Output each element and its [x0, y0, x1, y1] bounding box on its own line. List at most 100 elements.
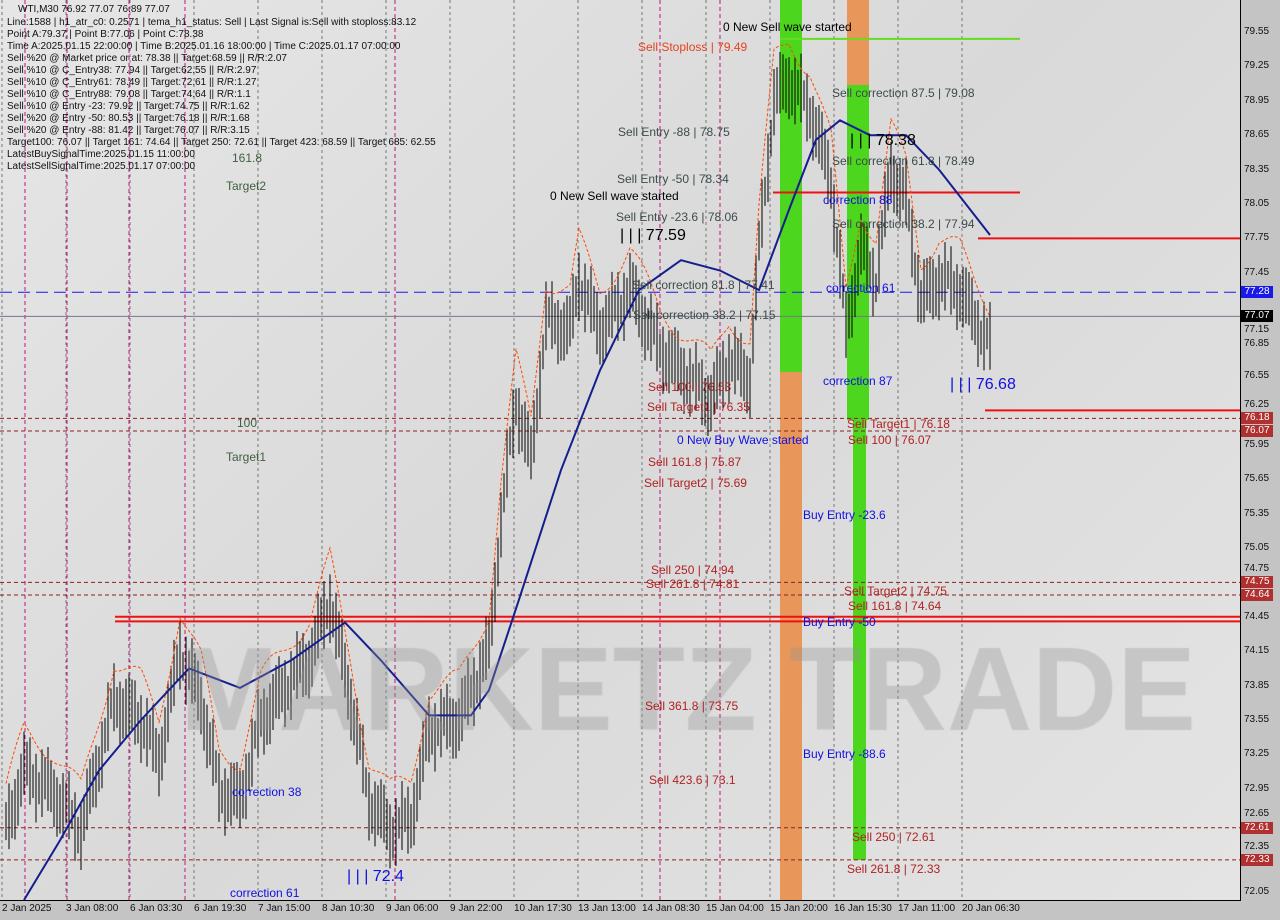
info-line: Sell %20 @ Entry -50: 80.53 || Target:76…: [7, 113, 250, 124]
time-tick-label: 7 Jan 15:00: [258, 903, 311, 914]
price-tick-label: 74.45: [1244, 610, 1270, 622]
chart-annotation: Sell Stoploss | 79.49: [638, 40, 748, 54]
time-tick-label: 20 Jan 06:30: [962, 903, 1020, 914]
chart-annotation: | | | 72.4: [347, 868, 404, 885]
info-line: Time A:2025.01.15 22:00:00 | Time B:2025…: [7, 41, 401, 52]
time-tick-label: 8 Jan 10:30: [322, 903, 375, 914]
chart-annotation: Sell 161.8 | 75.87: [648, 455, 742, 469]
chart-annotation: 100: [237, 416, 258, 430]
chart-annotation: correction 61: [230, 886, 300, 900]
price-badge: 72.33: [1241, 853, 1273, 866]
price-tick-label: 74.15: [1244, 645, 1270, 657]
time-tick-label: 2 Jan 2025: [2, 903, 52, 914]
time-tick-label: 6 Jan 03:30: [130, 903, 183, 914]
price-tick-label: 76.85: [1244, 337, 1270, 349]
chart-annotation: | | | 78.38: [850, 132, 916, 149]
time-tick-label: 9 Jan 22:00: [450, 903, 503, 914]
info-line: Target100: 76.07 || Target 161: 74.64 ||…: [7, 137, 436, 148]
chart-annotation: Sell Target1 | 76.18: [847, 417, 950, 431]
price-badge: 76.18: [1241, 412, 1273, 425]
chart-annotation: correction 87: [823, 374, 893, 388]
info-line: Sell %10 @ C_Entry38: 77.94 || Target:62…: [7, 65, 257, 76]
price-tick-label: 72.95: [1244, 782, 1270, 794]
chart-annotation: Target2: [226, 179, 267, 193]
chart-annotation: correction 61: [826, 281, 896, 295]
price-badge: 74.64: [1241, 589, 1273, 601]
time-tick-label: 10 Jan 17:30: [514, 903, 572, 914]
watermark-logo: [0, 0, 1240, 900]
chart-annotation: Sell 100 | 76.07: [848, 433, 932, 447]
price-badge: 72.61: [1241, 821, 1273, 834]
price-badge: 74.75: [1241, 576, 1273, 589]
price-tick-label: 74.75: [1244, 563, 1270, 575]
price-tick-label: 78.35: [1244, 163, 1270, 175]
chart-annotation: Sell Entry -23.6 | 78.06: [616, 210, 738, 224]
chart-annotation: correction 88: [823, 193, 893, 207]
price-tick-label: 78.65: [1244, 129, 1270, 141]
chart-annotation: Sell 361.8 | 73.75: [645, 699, 739, 713]
price-tick-label: 78.95: [1244, 94, 1270, 106]
price-tick-label: 78.05: [1244, 198, 1270, 209]
chart-annotation: Sell 161.8 | 74.64: [848, 599, 942, 613]
time-tick-label: 16 Jan 15:30: [834, 903, 892, 914]
chart-annotation: | | | 77.59: [620, 227, 686, 244]
price-tick-label: 76.25: [1244, 399, 1270, 411]
price-tick-label: 79.55: [1244, 26, 1270, 37]
price-tick-label: 75.05: [1244, 542, 1270, 553]
chart-annotation: Target1: [226, 450, 267, 464]
price-badge: 76.07: [1241, 425, 1273, 438]
chart-annotation: Sell Target1 | 76.35: [647, 400, 750, 414]
price-tick-label: 72.35: [1244, 840, 1270, 852]
price-tick-label: 77.15: [1244, 324, 1270, 336]
price-tick-label: 75.35: [1244, 507, 1270, 519]
chart-annotation: Sell Entry -88 | 78.75: [618, 125, 730, 139]
info-line: Sell %10 @ C_Entry61: 78.49 || Target:72…: [7, 77, 257, 88]
chart-annotation: Sell Target2 | 75.69: [644, 476, 747, 490]
info-line: Line:1588 | h1_atr_c0: 0.2571 | tema_h1_…: [7, 17, 417, 28]
chart-annotation: Sell correction 61.8 | 78.49: [832, 154, 975, 168]
info-line: LatestSellSignalTime:2025.01.17 07:00:00: [7, 161, 196, 172]
price-tick-label: 72.65: [1244, 808, 1270, 820]
time-tick-label: 15 Jan 04:00: [706, 903, 764, 914]
info-line: Sell %10 @ C_Entry88: 79.08 || Target:74…: [7, 89, 251, 100]
chart-annotation: Sell 250 | 74.94: [651, 563, 735, 577]
chart-annotation: Sell 423.6 | 73.1: [649, 773, 736, 787]
time-tick-label: 14 Jan 08:30: [642, 903, 700, 914]
info-line: Sell %20 @ Market price or at: 78.38 || …: [7, 53, 287, 64]
chart-annotation: Sell Target2 | 74.75: [844, 584, 947, 598]
price-tick-label: 73.55: [1244, 714, 1270, 725]
time-tick-label: 9 Jan 06:00: [386, 903, 439, 914]
price-tick-label: 75.95: [1244, 438, 1270, 450]
info-line: LatestBuySignalTime:2025.01.15 11:00:00: [7, 149, 195, 160]
time-tick-label: 6 Jan 19:30: [194, 903, 247, 914]
time-tick-label: 17 Jan 11:00: [898, 903, 956, 914]
price-tick-label: 75.65: [1244, 473, 1270, 485]
price-tick-label: 77.75: [1244, 232, 1270, 244]
chart-annotation: Sell 250 | 72.61: [852, 830, 936, 844]
chart-annotation: Sell 261.8 | 74.81: [646, 577, 740, 591]
info-line: Sell %20 @ Entry -88: 81.42 || Target:76…: [7, 125, 250, 136]
chart-annotation: Sell Entry -50 | 78.34: [617, 172, 729, 186]
chart-annotation: 161.8: [232, 151, 263, 165]
chart-annotation: 0 New Buy Wave started: [677, 433, 809, 447]
price-badge: 77.28: [1241, 286, 1273, 299]
chart-annotation: 0 New Sell wave started: [550, 189, 679, 203]
info-line: Point A:79.37 | Point B:77.06 | Point C:…: [7, 29, 204, 40]
chart-annotation: 0 New Sell wave started: [723, 20, 852, 34]
chart-annotation: Sell 261.8 | 72.33: [847, 862, 941, 876]
info-line: Sell %10 @ Entry -23: 79.92 || Target:74…: [7, 101, 250, 112]
time-tick-label: 15 Jan 20:00: [770, 903, 828, 914]
price-tick-label: 77.45: [1244, 266, 1270, 278]
chart-annotation: | | | 76.68: [950, 376, 1016, 393]
price-tick-label: 72.05: [1244, 886, 1270, 897]
chart-title: WTI,M30 76.92 77.07 76.89 77.07: [18, 4, 170, 15]
price-tick-label: 73.25: [1244, 748, 1270, 760]
time-tick-label: 3 Jan 08:00: [66, 903, 119, 914]
price-tick-label: 73.85: [1244, 679, 1270, 691]
chart-annotation: Buy Entry -88.6: [803, 747, 886, 761]
chart-plot-area[interactable]: WTI,M30 76.92 77.07 76.89 77.07 Line:158…: [0, 0, 1241, 901]
time-tick-label: 13 Jan 13:00: [578, 903, 636, 914]
chart-annotation: Sell correction 81.8 | 77.41: [632, 278, 775, 292]
chart-annotation: Sell correction 38.2 | 77.94: [832, 217, 975, 231]
chart-annotation: correction 38: [232, 785, 302, 799]
